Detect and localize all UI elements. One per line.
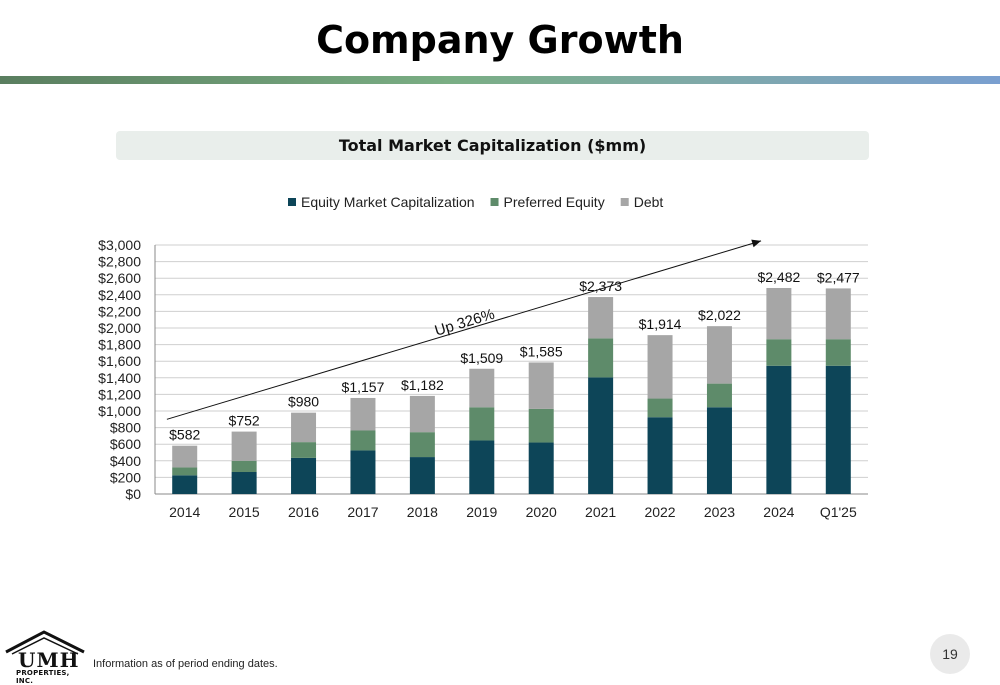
- bar-segment: [350, 430, 376, 451]
- company-logo: UMH PROPERTIES, INC.: [4, 628, 88, 685]
- y-tick-label: $1,600: [98, 353, 141, 369]
- bar-segment: [706, 383, 732, 408]
- bar-segment: [825, 339, 851, 366]
- bar-segment: [469, 407, 495, 441]
- legend-label: Preferred Equity: [504, 194, 605, 210]
- bar-segment: [469, 368, 495, 408]
- bar-segment: [231, 472, 257, 494]
- bar-segment: [588, 297, 614, 339]
- page-number: 19: [930, 634, 970, 674]
- y-tick-label: $2,400: [98, 287, 141, 303]
- bar-segment: [291, 457, 317, 494]
- logo-subtext: PROPERTIES, INC.: [16, 669, 70, 685]
- chart-subtitle: Total Market Capitalization ($mm): [116, 131, 869, 160]
- x-tick-label: 2014: [169, 504, 200, 520]
- y-tick-label: $2,800: [98, 254, 141, 270]
- x-tick-label: 2016: [288, 504, 319, 520]
- x-tick-label: 2022: [644, 504, 675, 520]
- house-roof-icon: [5, 630, 85, 655]
- bar-total-label: $1,157: [342, 379, 385, 395]
- bar-segment: [528, 408, 554, 443]
- bar-segment: [291, 412, 317, 443]
- y-tick-label: $1,200: [98, 386, 141, 402]
- growth-arrow-head: [751, 239, 762, 248]
- bar-total-label: $2,373: [579, 278, 622, 294]
- legend-label: Equity Market Capitalization: [301, 194, 475, 210]
- bar-segment: [766, 339, 792, 366]
- bar-segment: [350, 450, 376, 494]
- y-tick-label: $200: [110, 469, 141, 485]
- bar-total-label: $752: [229, 413, 260, 429]
- logo-wordmark: UMH: [18, 648, 80, 672]
- page-title: Company Growth: [316, 18, 684, 62]
- bar-segment: [231, 460, 257, 473]
- x-tick-label: 2019: [466, 504, 497, 520]
- bar-total-label: $2,022: [698, 307, 741, 323]
- bar-segment: [588, 338, 614, 378]
- growth-annotation-label: Up 326%: [433, 306, 497, 340]
- bar-segment: [647, 398, 673, 418]
- bar-total-label: $2,477: [817, 269, 860, 285]
- bar-segment: [172, 467, 198, 476]
- legend-swatch: [620, 198, 629, 206]
- y-tick-label: $0: [125, 486, 141, 502]
- bar-total-label: $1,509: [460, 350, 503, 366]
- legend-swatch: [490, 198, 499, 206]
- bar-total-label: $582: [169, 427, 200, 443]
- bar-total-label: $980: [288, 394, 319, 410]
- bar-segment: [409, 395, 435, 433]
- x-tick-label: 2015: [229, 504, 260, 520]
- y-tick-label: $1,800: [98, 337, 141, 353]
- x-tick-label: Q1'25: [820, 504, 857, 520]
- bar-segment: [766, 365, 792, 494]
- y-tick-label: $400: [110, 453, 141, 469]
- y-tick-label: $800: [110, 420, 141, 436]
- y-tick-label: $3,000: [98, 237, 141, 253]
- bar-total-label: $1,585: [520, 343, 563, 359]
- x-tick-label: 2024: [763, 504, 794, 520]
- x-tick-label: 2018: [407, 504, 438, 520]
- bar-segment: [291, 442, 317, 458]
- y-tick-label: $1,400: [98, 370, 141, 386]
- bar-segment: [588, 377, 614, 494]
- x-tick-label: 2023: [704, 504, 735, 520]
- bar-segment: [409, 457, 435, 494]
- bar-segment: [350, 397, 376, 431]
- footnote: Information as of period ending dates.: [93, 658, 278, 670]
- bar-segment: [172, 445, 198, 468]
- bar-segment: [825, 288, 851, 340]
- bar-total-label: $1,914: [639, 316, 682, 332]
- growth-arrow-line: [166, 240, 762, 420]
- bar-segment: [469, 440, 495, 494]
- bar-segment: [825, 365, 851, 494]
- bar-total-label: $1,182: [401, 377, 444, 393]
- bar-total-label: $2,482: [757, 269, 800, 285]
- bar-segment: [706, 326, 732, 384]
- bar-segment: [409, 432, 435, 458]
- bar-segment: [172, 475, 198, 494]
- header-stripe: [0, 76, 1000, 84]
- x-tick-label: 2021: [585, 504, 616, 520]
- legend-swatch: [288, 198, 296, 206]
- bar-segment: [231, 431, 257, 461]
- market-cap-chart: $0$200$400$600$800$1,000$1,200$1,400$1,6…: [98, 194, 868, 520]
- bar-segment: [706, 407, 732, 494]
- bar-segment: [528, 362, 554, 409]
- y-tick-label: $2,200: [98, 303, 141, 319]
- x-tick-label: 2020: [526, 504, 557, 520]
- bar-segment: [647, 335, 673, 399]
- y-tick-label: $600: [110, 436, 141, 452]
- legend-label: Debt: [634, 194, 664, 210]
- y-tick-label: $2,600: [98, 270, 141, 286]
- bar-segment: [528, 442, 554, 494]
- bar-segment: [647, 417, 673, 494]
- y-tick-label: $2,000: [98, 320, 141, 336]
- x-tick-label: 2017: [347, 504, 378, 520]
- bar-segment: [766, 287, 792, 340]
- y-tick-label: $1,000: [98, 403, 141, 419]
